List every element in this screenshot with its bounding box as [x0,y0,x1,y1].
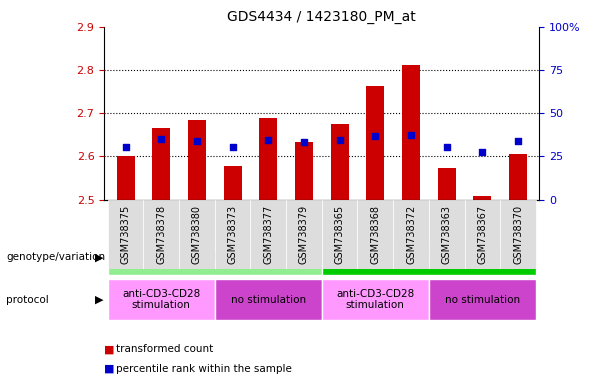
Text: wild type: wild type [403,252,454,262]
Bar [367,86,384,200]
FancyBboxPatch shape [429,200,465,269]
Text: ■: ■ [104,344,115,354]
FancyBboxPatch shape [108,240,322,275]
FancyBboxPatch shape [143,200,179,269]
Text: GSM738365: GSM738365 [335,205,345,264]
Bar [473,196,491,200]
Bar [116,157,134,200]
Point [228,144,238,150]
FancyBboxPatch shape [215,279,322,320]
Point [121,144,131,150]
Text: GSM738368: GSM738368 [370,205,380,264]
FancyBboxPatch shape [108,200,143,269]
Text: GSM738363: GSM738363 [442,205,452,264]
Point [156,136,166,142]
Text: GSM738370: GSM738370 [513,205,523,264]
FancyBboxPatch shape [251,200,286,269]
Bar [188,120,206,200]
Text: GSM738378: GSM738378 [156,205,166,264]
Bar [402,65,420,200]
Text: GSM738367: GSM738367 [478,205,487,264]
FancyBboxPatch shape [215,200,251,269]
Bar [331,124,349,200]
Text: transformed count: transformed count [116,344,214,354]
Point [299,139,309,145]
Text: no stimulation: no stimulation [445,295,520,305]
FancyBboxPatch shape [500,200,536,269]
Point [370,132,380,139]
Text: ■: ■ [104,364,115,374]
FancyBboxPatch shape [429,279,536,320]
Text: GSM738380: GSM738380 [192,205,202,264]
Text: anti-CD3-CD28
stimulation: anti-CD3-CD28 stimulation [336,289,414,310]
Bar [295,142,313,200]
Point [264,137,273,143]
Point [513,138,523,144]
Title: GDS4434 / 1423180_PM_at: GDS4434 / 1423180_PM_at [227,10,416,25]
Text: GSM738375: GSM738375 [121,205,131,264]
Point [478,149,487,155]
Point [335,137,345,143]
Point [406,132,416,138]
Point [192,138,202,144]
Text: Tsc1-/- deficient: Tsc1-/- deficient [171,252,259,262]
Text: GSM738377: GSM738377 [264,205,273,264]
Bar [509,154,527,200]
Text: ▶: ▶ [95,252,104,262]
Text: percentile rank within the sample: percentile rank within the sample [116,364,292,374]
FancyBboxPatch shape [465,200,500,269]
FancyBboxPatch shape [179,200,215,269]
FancyBboxPatch shape [286,200,322,269]
Bar [153,128,170,200]
Point [442,144,452,150]
Text: ▶: ▶ [95,295,104,305]
Text: anti-CD3-CD28
stimulation: anti-CD3-CD28 stimulation [122,289,200,310]
FancyBboxPatch shape [322,240,536,275]
Bar [259,118,277,200]
FancyBboxPatch shape [393,200,429,269]
FancyBboxPatch shape [322,200,357,269]
Bar [224,166,242,200]
Bar [438,168,455,200]
Text: GSM738373: GSM738373 [227,205,238,264]
Text: GSM738379: GSM738379 [299,205,309,264]
Text: GSM738372: GSM738372 [406,205,416,264]
FancyBboxPatch shape [108,279,215,320]
Text: protocol: protocol [6,295,49,305]
Text: no stimulation: no stimulation [230,295,306,305]
FancyBboxPatch shape [357,200,393,269]
FancyBboxPatch shape [322,279,429,320]
Text: genotype/variation: genotype/variation [6,252,105,262]
